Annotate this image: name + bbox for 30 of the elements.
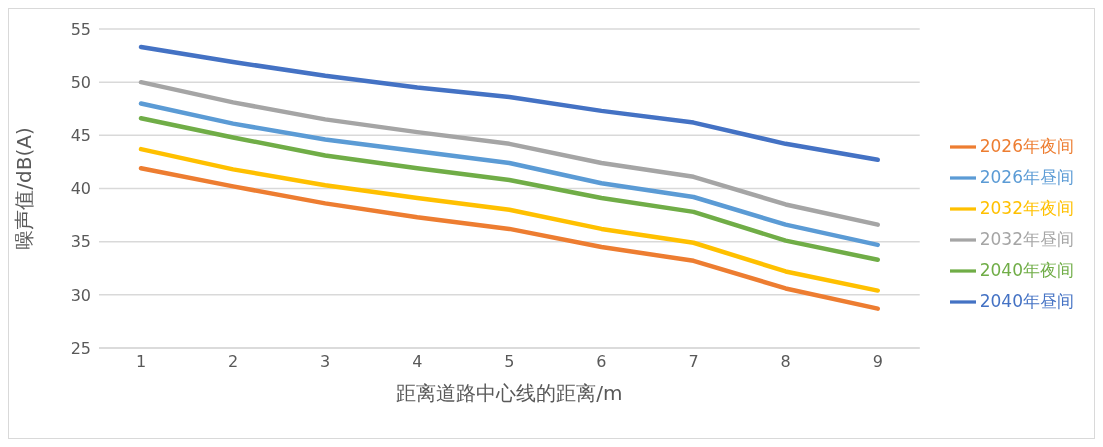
x-tick-label: 9 — [872, 352, 883, 372]
x-tick-label: 1 — [135, 352, 147, 372]
x-tick-label: 5 — [504, 352, 515, 372]
y-tick-label: 40 — [70, 179, 91, 199]
y-tick-label: 50 — [70, 72, 91, 92]
x-tick-label: 7 — [688, 352, 699, 372]
legend-label: 2040年夜间 — [979, 259, 1074, 280]
x-tick-label: 3 — [320, 352, 331, 372]
y-tick-label: 25 — [70, 338, 91, 358]
y-tick-label: 45 — [70, 126, 91, 146]
line-series — [138, 166, 880, 311]
x-tick-label: 8 — [780, 352, 791, 372]
x-tick-label: 4 — [412, 352, 423, 372]
x-tick-label: 2 — [228, 352, 239, 372]
x-axis-title: 距离道路中心线的距离/m — [396, 381, 623, 405]
y-axis-title: 噪声值/dB(A) — [12, 127, 37, 250]
line-series — [138, 146, 880, 293]
legend-label: 2026年夜间 — [979, 135, 1074, 156]
legend-label: 2032年昼间 — [979, 228, 1074, 249]
legend-label: 2032年夜间 — [979, 197, 1074, 218]
line-series — [138, 44, 880, 163]
x-tick-label: 6 — [596, 352, 607, 372]
line-series — [138, 116, 880, 262]
legend-label: 2026年昼间 — [979, 166, 1074, 187]
y-tick-label: 30 — [70, 285, 91, 305]
legend-label: 2040年昼间 — [979, 290, 1074, 311]
y-tick-label: 35 — [70, 232, 91, 252]
y-tick-label: 55 — [70, 19, 91, 39]
line-series — [138, 79, 880, 227]
line-series — [138, 101, 880, 248]
